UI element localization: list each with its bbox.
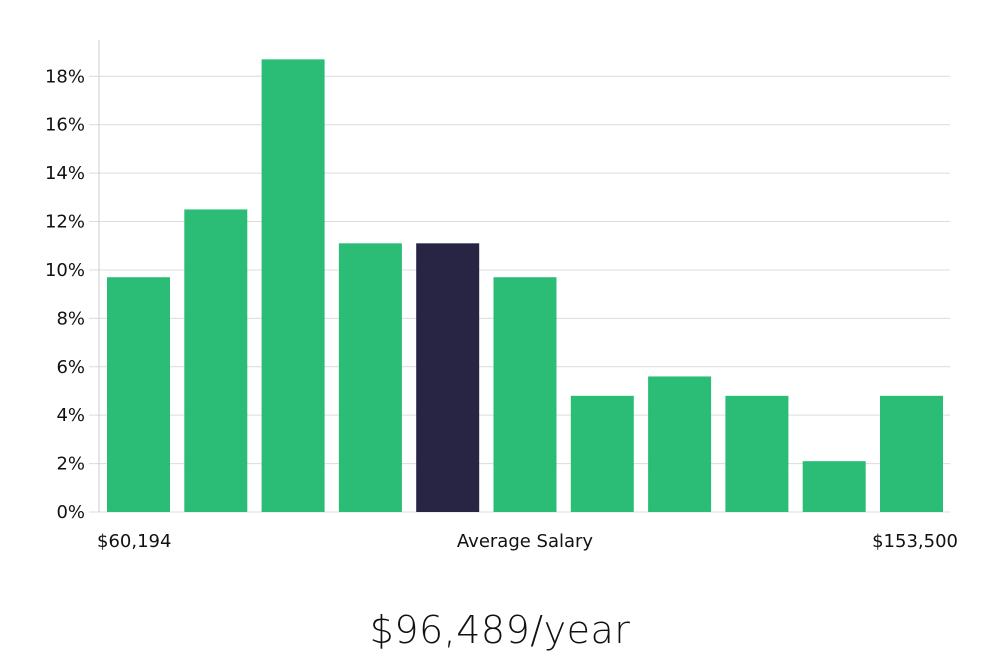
y-tick-labels: 0% 2% 4% 6% 8% 10% 12% 14% 16% 18% bbox=[45, 66, 85, 523]
x-label-max: $153,500 bbox=[872, 531, 958, 552]
y-tick-label: 2% bbox=[56, 454, 85, 475]
bar bbox=[802, 461, 866, 512]
bar-average-salary bbox=[416, 243, 480, 513]
bar bbox=[648, 376, 712, 512]
bar bbox=[261, 59, 325, 512]
y-tick-label: 10% bbox=[45, 260, 85, 281]
y-tick-label: 6% bbox=[56, 357, 85, 378]
bar bbox=[338, 243, 402, 513]
bars bbox=[107, 59, 943, 513]
x-label-min: $60,194 bbox=[97, 531, 171, 552]
y-tick-label: 14% bbox=[45, 163, 85, 184]
y-tick-label: 16% bbox=[45, 115, 85, 136]
bar bbox=[107, 277, 170, 512]
y-tick-label: 0% bbox=[56, 502, 85, 523]
y-tick-label: 4% bbox=[56, 405, 85, 426]
y-tick-label: 18% bbox=[45, 66, 85, 87]
y-tick-label: 8% bbox=[56, 308, 85, 329]
salary-distribution-chart: 0% 2% 4% 6% 8% 10% 12% 14% 16% 18% $60,194 Averag… bbox=[45, 40, 958, 552]
bar bbox=[184, 209, 248, 512]
bar bbox=[493, 277, 557, 512]
y-tick-label: 12% bbox=[45, 212, 85, 233]
bar bbox=[570, 395, 634, 512]
x-label-average: Average Salary bbox=[457, 531, 594, 552]
average-salary-value: $96,489/year bbox=[369, 608, 631, 652]
bar bbox=[725, 395, 789, 512]
bar bbox=[880, 395, 943, 512]
